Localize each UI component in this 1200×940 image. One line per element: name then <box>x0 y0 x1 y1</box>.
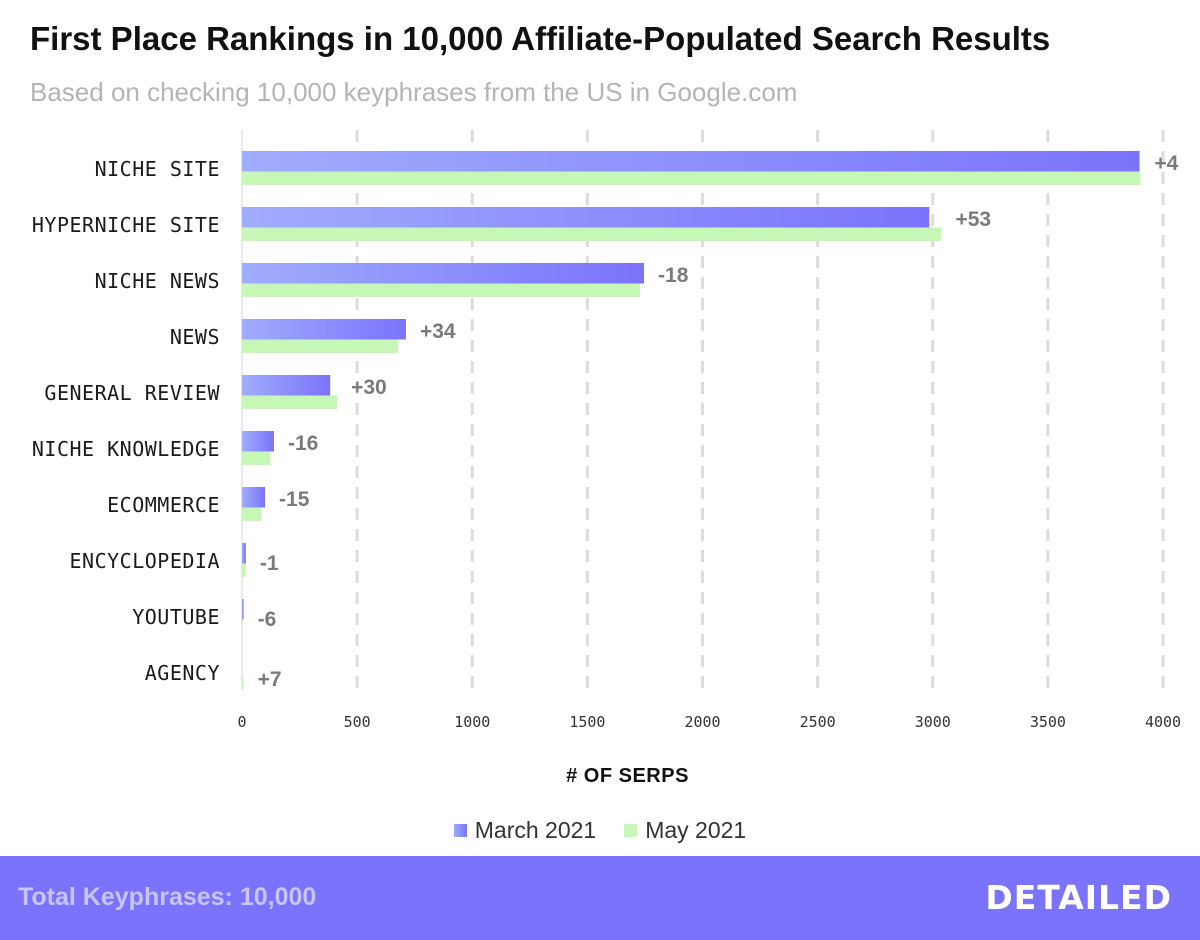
category-label: NICHE SITE <box>95 157 220 181</box>
category-label: NEWS <box>170 325 220 349</box>
legend-item-march: March 2021 <box>453 817 597 844</box>
category-label: ENCYCLOPEDIA <box>70 549 221 573</box>
x-tick-label: 500 <box>344 713 371 731</box>
change-label: +30 <box>351 376 387 399</box>
x-tick-label: 1000 <box>454 713 490 731</box>
bar-may <box>242 451 271 465</box>
change-label: +34 <box>420 320 456 343</box>
change-label: -1 <box>260 552 279 575</box>
category-label: AGENCY <box>145 661 220 685</box>
legend-item-may: May 2021 <box>624 817 746 844</box>
bar-march <box>242 319 406 340</box>
chart-subtitle: Based on checking 10,000 keyphrases from… <box>30 77 798 107</box>
legend: March 2021 May 2021 <box>0 817 1200 844</box>
total-keyphrases-text: Total Keyphrases: 10,000 <box>18 883 317 911</box>
change-label: -15 <box>279 488 310 511</box>
bars <box>242 151 1141 689</box>
labels: 0 500 1000 1500 2000 2500 3000 3500 4000 NICHE SI… <box>32 152 1181 731</box>
footer-bar: Total Keyphrases: 10,000 DETAILED <box>0 856 1200 940</box>
legend-label-march: March 2021 <box>474 817 597 843</box>
bar-march <box>242 599 244 620</box>
bar-chart: 0 500 1000 1500 2000 2500 3000 3500 4000 NICHE SI… <box>32 130 1181 731</box>
x-tick-label: 2000 <box>684 713 720 731</box>
bar-may <box>242 395 338 409</box>
x-tick-label: 3000 <box>915 713 951 731</box>
change-label: -16 <box>288 432 318 455</box>
category-label: NICHE NEWS <box>95 269 220 293</box>
bar-march <box>242 375 331 396</box>
bar-march <box>242 263 645 284</box>
x-tick-label: 3500 <box>1030 713 1066 731</box>
change-label: +53 <box>955 208 991 231</box>
chart-title: First Place Rankings in 10,000 Affiliate… <box>30 20 1051 57</box>
bar-may <box>242 283 640 297</box>
x-tick-label: 4000 <box>1145 713 1181 731</box>
bar-march <box>242 543 246 564</box>
bar-may <box>242 563 246 577</box>
x-axis-label: # OF SERPS <box>566 765 689 787</box>
legend-swatch-may <box>624 824 638 837</box>
change-label: +4 <box>1154 152 1178 175</box>
bar-may <box>242 339 399 353</box>
change-label: -18 <box>658 264 689 287</box>
x-tick-label: 1500 <box>569 713 605 731</box>
bar-march <box>242 207 930 228</box>
bar-march <box>242 431 275 452</box>
bar-march <box>242 487 266 508</box>
bar-may <box>242 227 942 241</box>
bar-march <box>242 151 1140 172</box>
category-label: HYPERNICHE SITE <box>32 213 220 237</box>
category-label: YOUTUBE <box>132 605 220 629</box>
category-label: NICHE KNOWLEDGE <box>32 437 220 461</box>
category-label: ECOMMERCE <box>107 493 220 517</box>
bar-may <box>242 675 244 689</box>
category-label: GENERAL REVIEW <box>44 381 220 405</box>
legend-label-may: May 2021 <box>645 817 747 843</box>
bar-may <box>242 171 1141 185</box>
bar-may <box>242 507 262 521</box>
x-tick-label: 0 <box>237 713 246 731</box>
change-label: -6 <box>258 608 277 631</box>
change-label: +7 <box>258 668 282 691</box>
legend-swatch-march <box>453 824 467 837</box>
brand-logo: DETAILED <box>985 878 1172 917</box>
x-tick-label: 2500 <box>800 713 836 731</box>
